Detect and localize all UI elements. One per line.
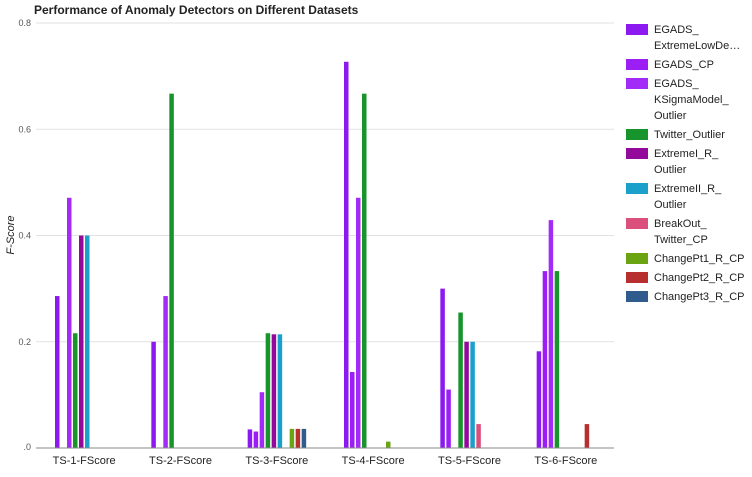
legend-swatch — [626, 183, 648, 194]
bar — [350, 372, 355, 448]
legend-label: Outlier — [654, 164, 687, 176]
bar — [79, 235, 84, 448]
bar — [85, 235, 90, 448]
x-tick-label: TS-5-FScore — [438, 455, 501, 467]
bar — [289, 428, 295, 448]
bar — [548, 220, 554, 448]
bar — [163, 296, 168, 448]
y-tick-label: 0.2 — [18, 337, 31, 347]
bar — [253, 431, 259, 448]
legend-label: ExtremeII_R_ — [654, 183, 722, 195]
bar — [301, 428, 307, 448]
bar — [259, 392, 265, 448]
legend-swatch — [626, 129, 648, 140]
legend-item[interactable]: ChangePt2_R_CP — [626, 272, 745, 284]
legend-item[interactable]: ExtremeII_R_ Outlier — [626, 183, 722, 211]
bar — [584, 424, 590, 448]
x-axis-ticks: TS-1-FScore TS-2-FScore TS-3-FScore TS-4-FS… — [53, 455, 598, 467]
legend-label: BreakOut_ — [654, 218, 707, 230]
y-tick-label: 0.8 — [18, 18, 31, 28]
bar — [55, 296, 60, 448]
legend-label: Outlier — [654, 199, 687, 211]
legend-item[interactable]: EGADS_ KSigmaModel_ Outlier — [626, 78, 729, 122]
legend-item[interactable]: ChangePt3_R_CP — [626, 291, 745, 303]
legend: EGADS_ ExtremeLowDe… EGADS_CP EGADS_ KSigmaM… — [626, 24, 745, 303]
bar — [151, 341, 156, 448]
legend-item[interactable]: BreakOut_ Twitter_CP — [626, 218, 708, 246]
legend-label: ChangePt1_R_CP — [654, 253, 745, 265]
legend-label: ChangePt2_R_CP — [654, 272, 745, 284]
legend-label: EGADS_CP — [654, 59, 714, 71]
legend-item[interactable]: EGADS_ ExtremeLowDe… — [626, 24, 740, 52]
legend-label: KSigmaModel_ — [654, 94, 729, 106]
y-tick-label: 0.6 — [18, 124, 31, 134]
legend-swatch — [626, 272, 648, 283]
legend-swatch — [626, 253, 648, 264]
bar — [440, 288, 445, 448]
bar — [295, 428, 301, 448]
bar — [67, 197, 72, 448]
legend-swatch — [626, 218, 648, 229]
bar — [476, 424, 481, 448]
legend-swatch — [626, 148, 648, 159]
x-tick-label: TS-2-FScore — [149, 455, 212, 467]
bar — [169, 93, 174, 448]
bar — [386, 441, 391, 448]
chart-title: Performance of Anomaly Detectors on Diff… — [34, 3, 359, 17]
legend-label: Twitter_CP — [654, 234, 708, 246]
y-axis-ticks: .0 0.2 0.4 0.6 0.8 — [18, 18, 31, 452]
bar — [536, 351, 542, 448]
legend-swatch — [626, 59, 648, 70]
legend-swatch — [626, 78, 648, 89]
bar — [470, 341, 475, 448]
bar — [277, 334, 283, 448]
bar — [356, 197, 361, 448]
legend-label: Twitter_Outlier — [654, 129, 725, 141]
y-axis-label: F-Score — [5, 215, 17, 254]
bar — [542, 271, 548, 448]
x-tick-label: TS-6-FScore — [534, 455, 597, 467]
x-tick-label: TS-4-FScore — [342, 455, 405, 467]
bar — [265, 333, 271, 448]
bar — [344, 61, 349, 448]
bar — [247, 429, 253, 448]
bar — [554, 271, 560, 448]
gridlines — [36, 22, 614, 343]
x-tick-label: TS-1-FScore — [53, 455, 116, 467]
bar — [446, 389, 451, 448]
bar — [464, 341, 469, 448]
legend-label: EGADS_ — [654, 78, 700, 90]
y-tick-label: 0.4 — [18, 231, 31, 241]
legend-item[interactable]: ChangePt1_R_CP — [626, 253, 745, 265]
bar — [271, 334, 277, 448]
bars — [55, 61, 590, 448]
bar — [73, 333, 78, 448]
legend-item[interactable]: Twitter_Outlier — [626, 129, 725, 141]
legend-label: Outlier — [654, 110, 687, 122]
legend-label: EGADS_ — [654, 24, 700, 36]
legend-label: ExtremeI_R_ — [654, 148, 719, 160]
legend-swatch — [626, 24, 648, 35]
bar — [458, 312, 463, 448]
legend-label: ExtremeLowDe… — [654, 40, 740, 52]
legend-item[interactable]: ExtremeI_R_ Outlier — [626, 148, 719, 176]
legend-item[interactable]: EGADS_CP — [626, 59, 714, 71]
x-tick-label: TS-3-FScore — [245, 455, 308, 467]
y-tick-label: .0 — [23, 442, 31, 452]
legend-label: ChangePt3_R_CP — [654, 291, 745, 303]
bar — [362, 93, 367, 448]
legend-swatch — [626, 291, 648, 302]
